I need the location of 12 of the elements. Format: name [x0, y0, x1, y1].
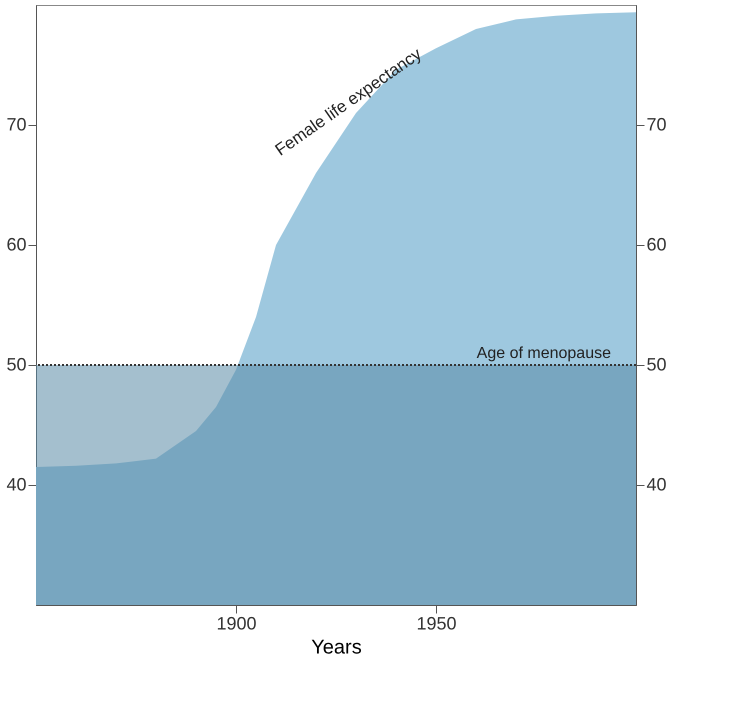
y2-tick-label: 60	[646, 234, 667, 254]
x-tick-label: 1950	[416, 614, 457, 634]
y-tick-label: 40	[6, 474, 26, 494]
y-tick-label: 70	[6, 114, 26, 134]
x-axis-title: Years	[311, 636, 362, 658]
y2-tick-label: 40	[646, 474, 667, 494]
x-tick-label: 1900	[216, 614, 257, 634]
y2-tick-label: 70	[646, 114, 667, 134]
ref-line-label: Age of menopause	[476, 345, 612, 362]
y2-tick-label: 50	[646, 354, 667, 374]
y-tick-label: 50	[6, 354, 26, 374]
y-tick-label: 60	[6, 234, 26, 254]
